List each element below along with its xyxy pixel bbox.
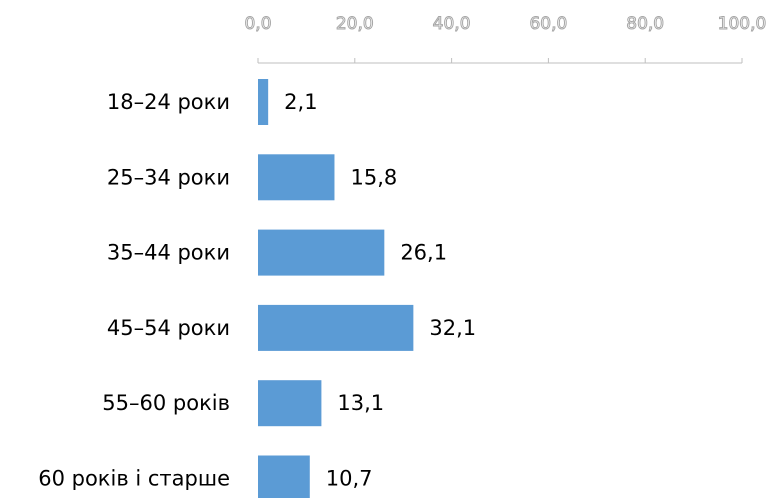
bar (258, 229, 385, 276)
bar (258, 304, 414, 351)
category-label: 35–44 роки (107, 241, 230, 265)
value-label: 10,7 (326, 467, 373, 491)
bar (258, 154, 335, 201)
x-tick-label: 40,0 (433, 14, 471, 34)
category-label: 18–24 роки (107, 90, 230, 114)
x-tick-label: 0,0 (244, 14, 271, 34)
category-label: 45–54 роки (107, 316, 230, 340)
bar (258, 79, 269, 125)
value-label: 2,1 (284, 90, 317, 114)
category-label: 55–60 років (102, 391, 230, 415)
bar (258, 380, 322, 427)
category-label: 60 років і старше (38, 467, 230, 491)
x-tick-label: 80,0 (626, 14, 664, 34)
category-label: 25–34 роки (107, 165, 230, 189)
value-label: 15,8 (350, 165, 397, 189)
x-tick-label: 60,0 (529, 14, 567, 34)
value-label: 26,1 (400, 241, 447, 265)
bar (258, 455, 310, 498)
value-label: 13,1 (337, 391, 384, 415)
x-tick-label: 20,0 (336, 14, 374, 34)
value-label: 32,1 (429, 316, 476, 340)
x-tick-label: 100,0 (718, 14, 767, 34)
